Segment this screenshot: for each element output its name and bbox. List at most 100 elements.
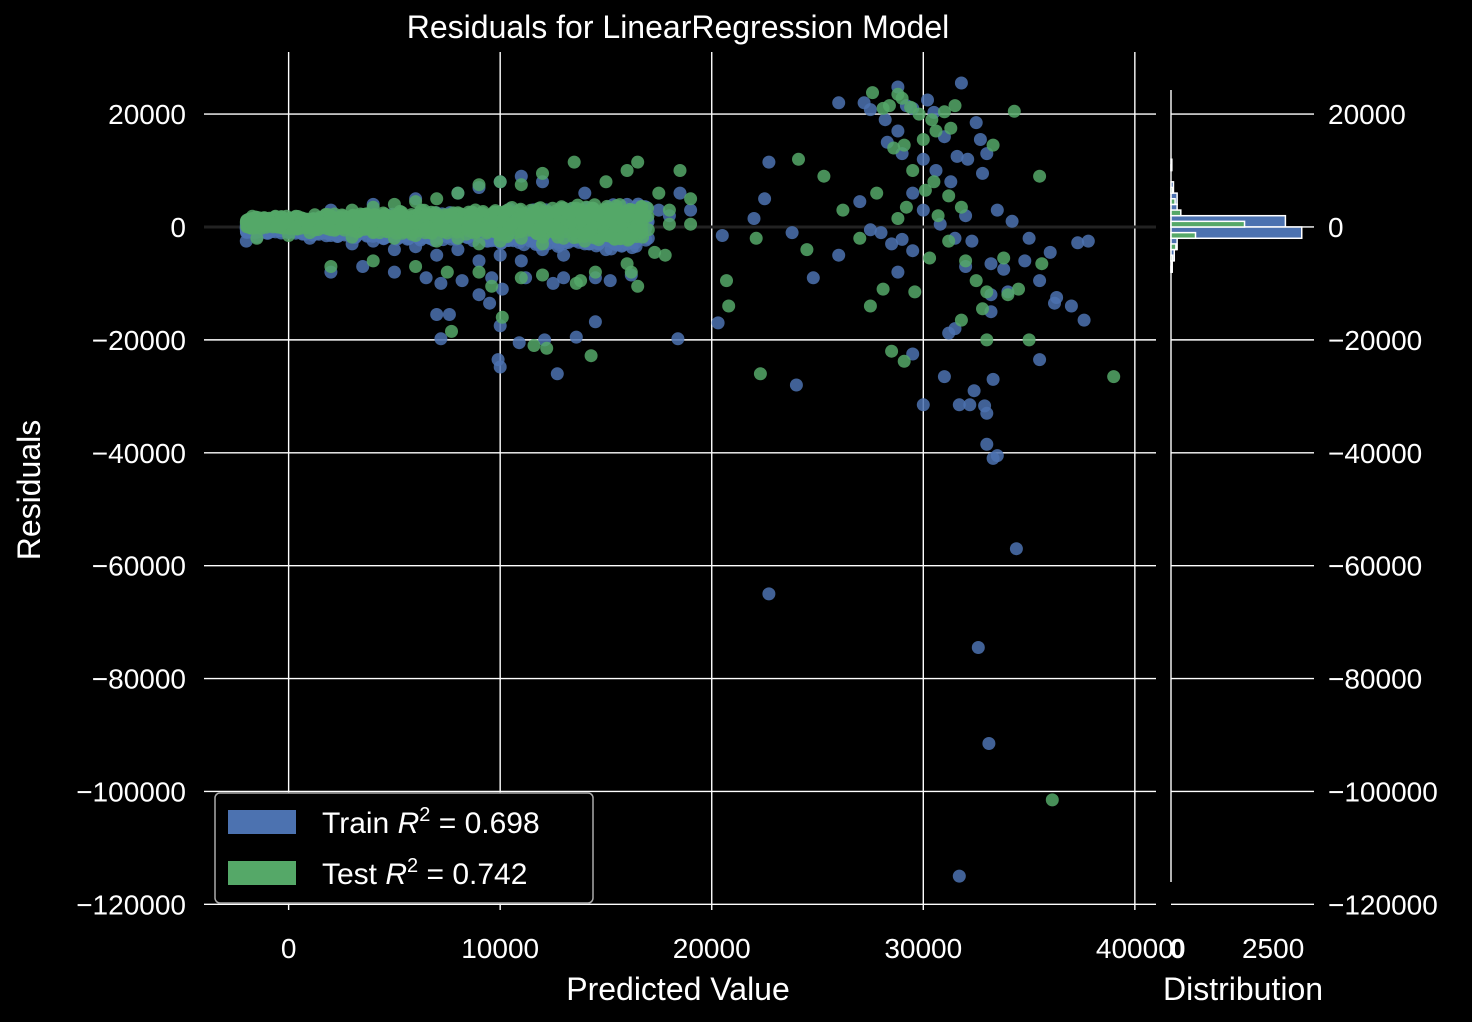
point-test-1111 — [493, 234, 507, 248]
histogram-y-tick-label-7: −120000 — [1328, 889, 1438, 920]
point-train-1477 — [906, 244, 920, 258]
point-test-1127 — [430, 192, 444, 206]
point-train-1411 — [472, 254, 486, 268]
point-test-1146 — [485, 279, 499, 293]
point-test-1136 — [631, 155, 645, 169]
point-test-1207 — [997, 251, 1011, 265]
histogram-bar-test-1 — [1170, 186, 1174, 194]
point-test-1179 — [895, 91, 909, 105]
point-train-1412 — [493, 248, 507, 262]
point-test-1043 — [578, 211, 592, 225]
point-train-1498 — [961, 152, 975, 166]
point-train-1494 — [891, 124, 905, 138]
point-test-1070 — [501, 203, 515, 217]
point-test-1169 — [863, 299, 877, 313]
x-tick-label-2: 20000 — [673, 933, 751, 964]
point-train-1400 — [239, 234, 253, 248]
legend-label-0: Train R2 = 0.698 — [322, 804, 540, 840]
point-test-1103 — [324, 223, 338, 237]
point-test-1194 — [918, 183, 932, 197]
point-train-1540 — [982, 737, 996, 750]
point-test-1215 — [1045, 793, 1059, 807]
point-test-1172 — [885, 344, 899, 358]
histogram-bar-test-2 — [1170, 198, 1176, 206]
point-train-1468 — [806, 271, 820, 285]
point-test-1089 — [420, 208, 434, 222]
x-tick-label-4: 40000 — [1096, 933, 1174, 964]
point-train-1465 — [762, 155, 776, 169]
point-test-1135 — [620, 164, 634, 177]
y-tick-label-7: −120000 — [76, 889, 186, 920]
point-test-1154 — [658, 248, 672, 262]
point-test-1139 — [684, 192, 698, 206]
point-test-992 — [546, 201, 560, 215]
point-test-1140 — [662, 203, 676, 217]
point-train-1530 — [963, 398, 977, 412]
point-test-1213 — [980, 333, 994, 347]
point-test-1162 — [720, 274, 733, 288]
histogram-y-tick-label-4: −60000 — [1328, 551, 1422, 582]
point-train-1539 — [971, 641, 985, 654]
point-train-1518 — [1071, 236, 1085, 250]
point-test-1168 — [853, 231, 867, 245]
point-train-1433 — [673, 186, 687, 200]
point-test-1209 — [1022, 333, 1036, 347]
point-test-863 — [528, 204, 542, 218]
point-test-1205 — [976, 302, 989, 316]
legend-swatch-1 — [228, 861, 296, 885]
point-test-1122 — [324, 209, 338, 223]
point-test-1095 — [408, 217, 422, 231]
point-train-1492 — [916, 152, 930, 166]
point-train-1436 — [387, 265, 401, 279]
point-train-1542 — [1033, 353, 1047, 367]
y-tick-label-3: −40000 — [92, 438, 186, 469]
point-test-1201 — [942, 234, 956, 248]
histogram-bars — [1170, 158, 1303, 273]
point-test-1082 — [449, 214, 463, 228]
point-test-1084 — [617, 210, 631, 223]
point-test-1115 — [578, 234, 592, 248]
point-test-1153 — [648, 245, 662, 259]
histogram-y-tick-label-6: −100000 — [1328, 776, 1438, 807]
point-test-1073 — [259, 213, 273, 227]
x-tick-label-1: 10000 — [461, 933, 539, 964]
point-train-1437 — [419, 271, 433, 285]
point-train-1438 — [434, 276, 448, 290]
point-test-1177 — [882, 99, 896, 113]
point-test-1093 — [635, 204, 649, 218]
point-test-1045 — [464, 220, 478, 234]
point-train-1458 — [491, 353, 505, 367]
point-train-1512 — [997, 262, 1011, 276]
point-test-1196 — [931, 209, 945, 223]
point-test-1208 — [1012, 282, 1025, 296]
point-train-1502 — [916, 203, 930, 217]
point-test-1216 — [749, 231, 763, 245]
point-test-1165 — [792, 152, 805, 166]
point-train-1444 — [546, 276, 560, 290]
y-tick-label-1: 0 — [170, 212, 186, 243]
histogram-y-tick-label-0: 20000 — [1328, 99, 1406, 130]
point-train-1481 — [878, 113, 892, 127]
point-train-1497 — [950, 149, 964, 163]
point-test-1202 — [959, 254, 973, 268]
point-test-1161 — [569, 276, 583, 290]
point-train-1408 — [409, 240, 423, 254]
point-test-1189 — [887, 141, 901, 155]
point-test-1123 — [345, 203, 359, 217]
point-train-1499 — [976, 166, 989, 180]
series-train — [239, 76, 1095, 883]
point-test-1097 — [351, 214, 365, 228]
y-tick-label-6: −100000 — [76, 776, 186, 807]
x-axis-label: Predicted Value — [566, 971, 790, 1007]
point-test-788 — [565, 208, 579, 221]
point-train-1435 — [356, 260, 370, 273]
point-train-1478 — [832, 96, 846, 110]
point-train-1519 — [1081, 234, 1095, 248]
point-test-1076 — [290, 220, 303, 234]
point-test-1192 — [942, 189, 956, 203]
point-test-1107 — [409, 229, 423, 242]
point-train-1445 — [557, 271, 571, 285]
point-test-1187 — [916, 133, 930, 146]
point-test-1175 — [866, 86, 879, 100]
